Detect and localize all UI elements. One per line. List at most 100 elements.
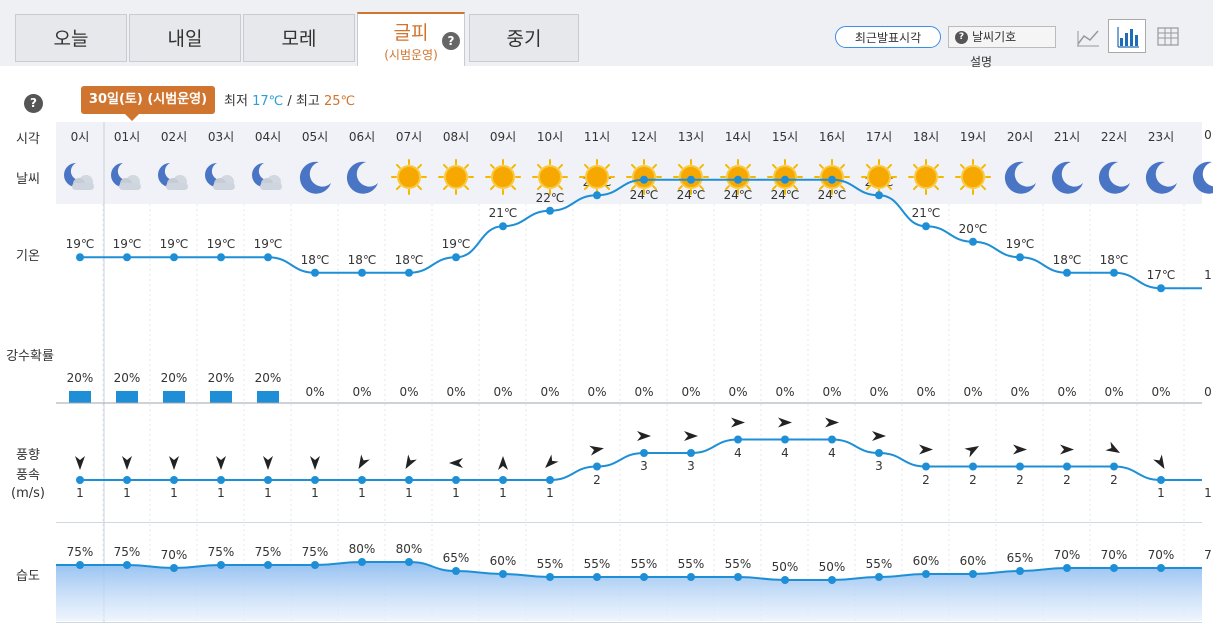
tab-mid-term[interactable]: 중기 — [469, 14, 579, 62]
temp-value: 18℃ — [1099, 252, 1129, 267]
bar-chart-view-button[interactable] — [1108, 19, 1146, 53]
precip-value: 0% — [1104, 385, 1124, 399]
humidity-value: 55% — [724, 557, 752, 571]
sun-icon — [579, 159, 615, 195]
divider — [56, 522, 1202, 523]
humidity-point — [734, 573, 742, 581]
wind-speed-value: 2 — [1110, 472, 1118, 487]
hour-label: 07시 — [395, 130, 423, 144]
humidity-line — [55, 561, 1202, 581]
temp-value: 19℃ — [112, 237, 142, 252]
tab-today[interactable]: 오늘 — [15, 14, 127, 62]
humidity-value: 55% — [630, 557, 658, 571]
temp-value: 18℃ — [300, 252, 330, 267]
precip-value: 0% — [1010, 385, 1030, 399]
precip-value: 20% — [254, 371, 282, 385]
precip-value: 20% — [160, 371, 188, 385]
wind-speed-value: 2 — [593, 472, 601, 487]
temp-point — [217, 253, 225, 262]
wind-arrow-icon — [1153, 454, 1165, 470]
moon-icon — [1098, 161, 1130, 194]
wind-point — [922, 462, 930, 471]
humidity-point — [217, 561, 225, 569]
temp-value: 18℃ — [1052, 252, 1082, 267]
hour-label: 05시 — [301, 130, 329, 144]
wind-speed-value: 1 — [264, 486, 272, 500]
humidity-value: 75% — [66, 545, 94, 559]
tab-glpi-sub: (시범운영) — [384, 48, 438, 62]
humidity-point — [405, 558, 413, 566]
humidity-point — [687, 573, 695, 581]
line-chart-view-button[interactable] — [1070, 22, 1106, 52]
humidity-point — [828, 576, 836, 584]
row-label-humidity: 습도 — [16, 569, 40, 584]
wind-speed-value: 1 — [1204, 486, 1212, 500]
wind-speed-value: 1 — [170, 486, 178, 500]
humidity-value: 75% — [301, 545, 329, 559]
table-view-button[interactable] — [1150, 22, 1186, 52]
hour-label: 03시 — [207, 130, 235, 144]
precip-bar — [69, 391, 91, 403]
wind-speed-value: 2 — [922, 472, 930, 487]
row-label-weather: 날씨 — [16, 172, 40, 187]
humidity-point — [593, 573, 601, 581]
wind-point — [828, 435, 836, 444]
temp-point — [123, 253, 131, 262]
hour-label: 08시 — [442, 130, 470, 144]
precip-value: 0% — [916, 385, 936, 399]
tab-tomorrow[interactable]: 내일 — [129, 14, 241, 62]
wind-arrow-icon — [263, 456, 273, 470]
moon-icon — [299, 161, 331, 194]
wind-arrow-icon — [1013, 444, 1027, 455]
hour-label: 15시 — [771, 130, 799, 144]
wind-arrow-icon — [449, 458, 463, 468]
wind-arrow-icon — [405, 454, 417, 470]
weather-symbol-button[interactable]: ? 날씨기호 — [948, 26, 1056, 48]
humidity-point — [311, 561, 319, 569]
hour-label: 10시 — [536, 130, 564, 144]
help-icon: ? — [955, 31, 968, 44]
hour-label: 04시 — [254, 130, 282, 144]
row-label-wind-speed: 풍속 — [16, 468, 40, 483]
cloudy-moon-icon — [205, 163, 235, 190]
hour-label: 13시 — [677, 130, 705, 144]
wind-speed-value: 2 — [969, 472, 977, 487]
tab-glpi[interactable]: 글피 (시범운영) ? — [357, 12, 465, 66]
temp-value: 17℃ — [1146, 268, 1176, 283]
help-icon[interactable]: ? — [24, 94, 43, 113]
wind-speed-value: 4 — [734, 445, 742, 460]
precip-value: 0% — [822, 385, 842, 399]
latest-release-button[interactable]: 최근발표시각 — [835, 26, 941, 48]
temp-point — [1110, 268, 1118, 277]
humidity-point — [499, 570, 507, 578]
wind-point — [1063, 462, 1071, 471]
tab-glpi-label: 글피 — [393, 22, 429, 44]
sun-icon — [391, 159, 427, 195]
temp-value: 19℃ — [206, 237, 236, 252]
temp-value: 21℃ — [488, 206, 518, 221]
humidity-point — [922, 570, 930, 578]
humidity-point — [875, 573, 883, 581]
wind-arrow-icon — [919, 444, 933, 455]
wind-arrow-icon — [75, 456, 85, 470]
wind-speed-value: 2 — [1063, 472, 1071, 487]
wind-speed-value: 3 — [687, 459, 695, 473]
temp-point — [875, 191, 883, 200]
humidity-value: 75% — [254, 545, 282, 559]
wind-point — [217, 476, 225, 484]
hour-label: 23시 — [1147, 130, 1175, 144]
temp-point — [781, 175, 789, 184]
wind-speed-value: 1 — [452, 486, 460, 500]
wind-arrow-icon — [498, 456, 508, 470]
temp-point — [76, 253, 84, 262]
precip-value: 0% — [775, 385, 795, 399]
wind-point — [734, 435, 742, 444]
tab-day-after[interactable]: 모레 — [243, 14, 355, 62]
hour-label: 18시 — [912, 130, 940, 144]
precip-value: 0% — [540, 385, 560, 399]
help-icon[interactable]: ? — [442, 32, 460, 50]
date-badge: 30일(토) (시범운영) — [81, 86, 215, 121]
humidity-point — [1157, 564, 1165, 572]
sun-icon — [485, 159, 521, 195]
hour-label: 11시 — [583, 130, 611, 144]
